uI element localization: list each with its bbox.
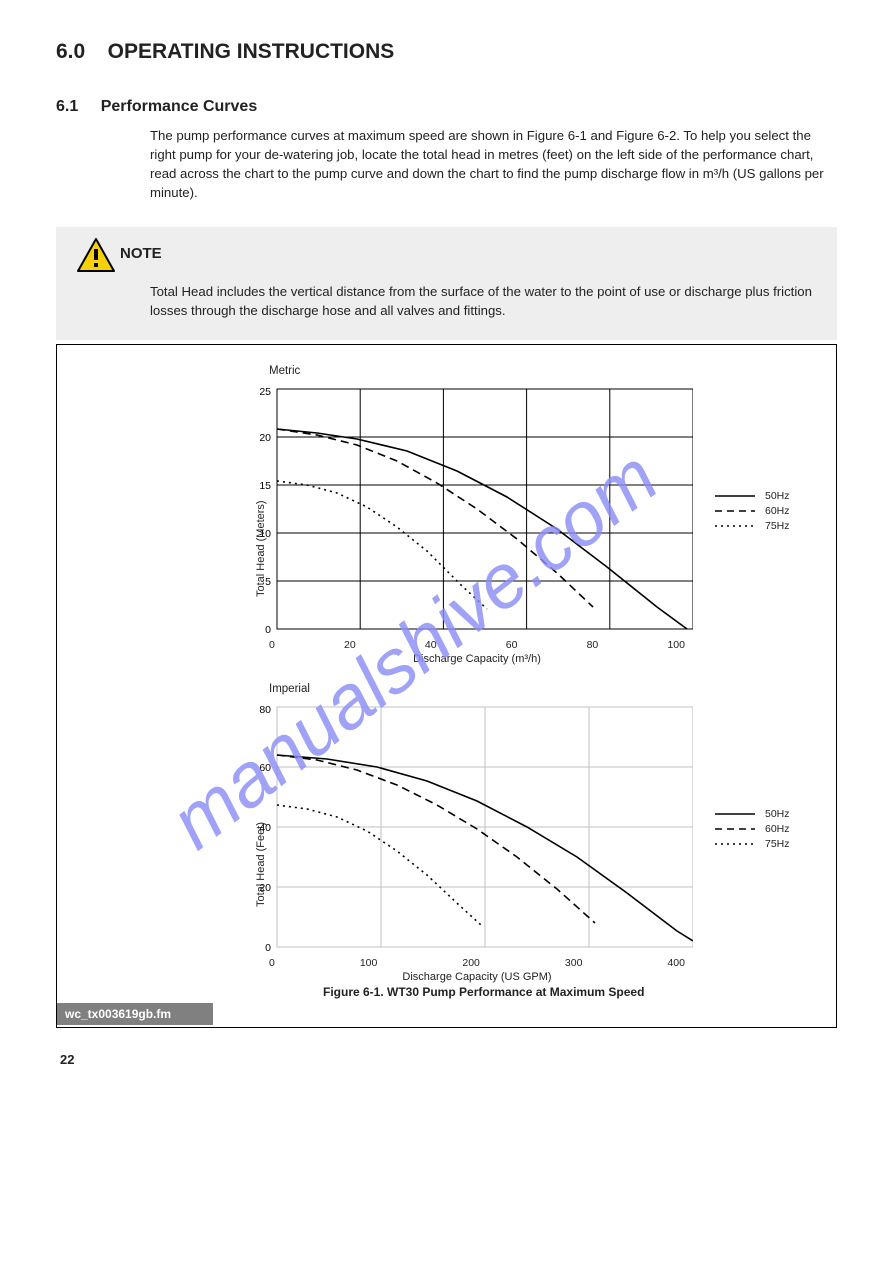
subsection-heading: 6.1 Performance Curves xyxy=(56,98,837,116)
note-box: NOTE Total Head includes the vertical di… xyxy=(56,227,837,340)
legend-label-dotted: 75Hz xyxy=(765,520,790,532)
svg-text:0: 0 xyxy=(265,624,271,636)
chart2-xticks: 0 100 200 300 400 xyxy=(269,957,685,969)
svg-text:0: 0 xyxy=(265,942,271,954)
subsection-number: 6.1 xyxy=(56,98,96,116)
chart2-xlabel: Discharge Capacity (US GPM) xyxy=(269,971,685,983)
svg-text:80: 80 xyxy=(259,704,271,716)
section-number: 6.0 xyxy=(56,40,103,64)
svg-text:20: 20 xyxy=(259,432,271,444)
chart2-plot: 0 20 40 60 80 xyxy=(241,701,693,957)
footer-filename: wc_tx003619gb.fm xyxy=(57,1003,213,1025)
chart1-plot: 0 5 10 15 20 25 xyxy=(241,383,693,639)
section-heading: 6.0 OPERATING INSTRUCTIONS xyxy=(56,40,837,64)
legend-label-dashed: 60Hz xyxy=(765,505,790,517)
legend-label-solid: 50Hz xyxy=(765,490,790,502)
subsection-title: Performance Curves xyxy=(101,98,258,116)
figure-frame: Metric Total Head (Meters) xyxy=(56,344,837,1028)
section-title: OPERATING INSTRUCTIONS xyxy=(108,40,395,64)
chart2-title: Imperial xyxy=(269,683,800,695)
figure-caption: Figure 6-1. WT30 Pump Performance at Max… xyxy=(323,985,800,999)
chart1-legend: 50Hz 60Hz 75Hz xyxy=(715,487,790,535)
svg-text:15: 15 xyxy=(259,480,271,492)
chart-metric: Metric Total Head (Meters) xyxy=(93,365,800,665)
chart-imperial: Imperial Total Head (Feet) xyxy=(93,683,800,983)
page-number: 22 xyxy=(60,1052,837,1067)
svg-text:60: 60 xyxy=(259,762,271,774)
chart2-legend: 50Hz 60Hz 75Hz xyxy=(715,805,790,853)
note-heading: NOTE xyxy=(120,237,162,262)
chart1-xlabel: Discharge Capacity (m³/h) xyxy=(269,653,685,665)
chart2-ylabel: Total Head (Feet) xyxy=(255,822,267,907)
chart1-title: Metric xyxy=(269,365,800,377)
warning-icon xyxy=(76,237,120,278)
svg-text:25: 25 xyxy=(259,386,271,398)
intro-paragraph: The pump performance curves at maximum s… xyxy=(150,126,837,203)
chart1-xticks: 0 20 40 60 80 100 xyxy=(269,639,685,651)
note-body: Total Head includes the vertical distanc… xyxy=(150,282,817,320)
chart1-ylabel: Total Head (Meters) xyxy=(255,500,267,597)
